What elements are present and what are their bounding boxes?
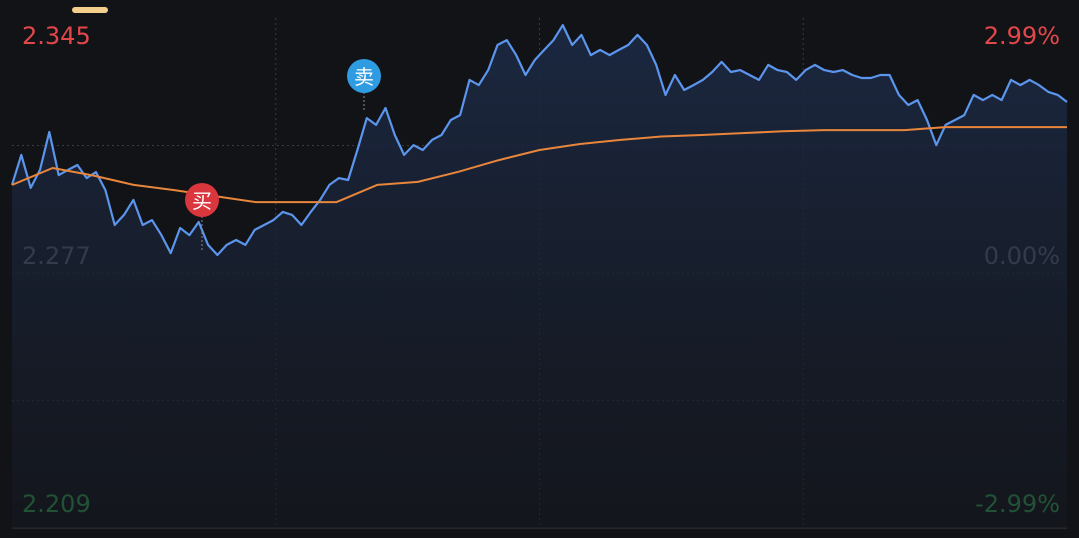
price-area: [12, 25, 1067, 528]
price-line: [10, 24, 1068, 257]
trade-marker: [347, 59, 381, 93]
y-tick-label: 2.345: [22, 22, 91, 50]
y2-tick-label: 2.99%: [984, 22, 1060, 50]
trade-marker-label: 卖: [354, 65, 374, 89]
tab-indicator: [72, 7, 108, 13]
trade-marker: [185, 183, 219, 217]
trade-marker-label: 买: [192, 189, 212, 213]
